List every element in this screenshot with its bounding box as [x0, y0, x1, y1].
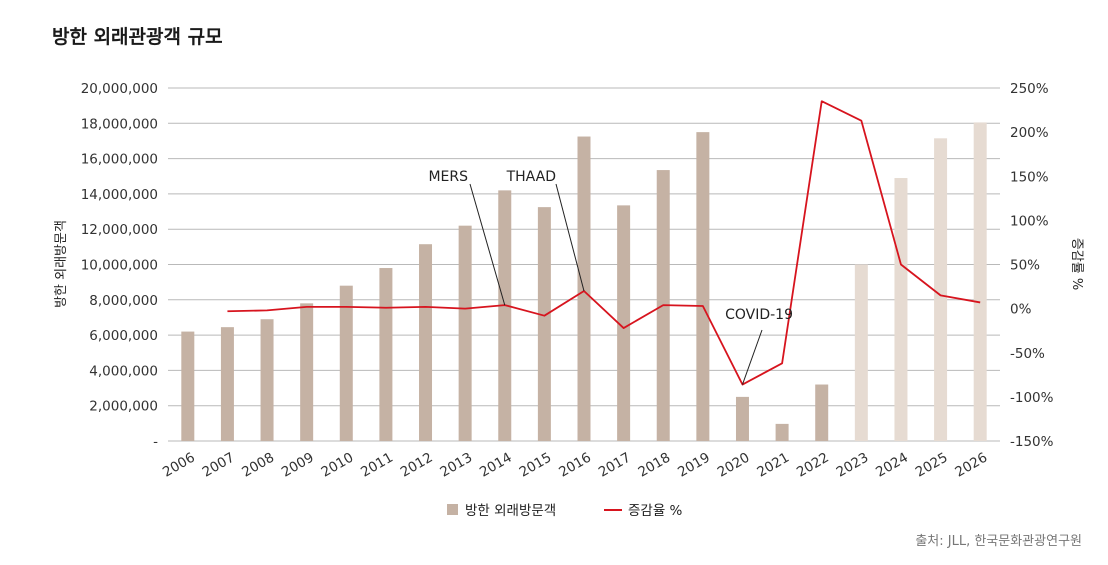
y-right-tick-label: 150% [1010, 169, 1049, 185]
y-tick-label: 6,000,000 [89, 328, 158, 344]
y-tick-label: 4,000,000 [89, 363, 158, 379]
legend-bar-label: 방한 외래방문객 [465, 503, 556, 519]
bar [815, 384, 829, 441]
x-tick-label: 2018 [635, 450, 673, 481]
rate-line [227, 100, 981, 386]
chart-title: 방한 외래관광객 규모 [52, 26, 223, 48]
chart: MERS THAAD COVID-19 - 2,000,000 4,000,000 6,0… [54, 81, 1084, 519]
source-note: 출처: JLL, 한국문화관광연구원 [915, 534, 1082, 549]
x-tick-label: 2006 [160, 450, 198, 481]
y-tick-label: 20,000,000 [81, 81, 158, 97]
bar [300, 303, 314, 441]
x-tick-label: 2026 [952, 450, 990, 481]
y-tick-label: 16,000,000 [81, 152, 158, 168]
y-axis-right: -150% -100% -50% 0% 50% 100% 150% 200% 250% [1010, 81, 1054, 450]
x-tick-label: 2021 [754, 450, 792, 481]
annotation-leader [742, 329, 763, 385]
x-tick-label: 2016 [556, 450, 594, 481]
x-tick-label: 2024 [873, 450, 911, 481]
bar [498, 190, 512, 441]
bar [537, 207, 551, 441]
legend-line-label: 증감율 % [628, 503, 683, 519]
x-tick-label: 2015 [517, 450, 555, 481]
y-tick-label: - [153, 434, 158, 450]
bar [220, 327, 234, 441]
bar [973, 122, 987, 441]
y-tick-label: 8,000,000 [89, 293, 158, 309]
y-right-tick-label: 100% [1010, 213, 1049, 229]
y-axis-left: - 2,000,000 4,000,000 6,000,000 8,000,000 10,… [81, 81, 158, 450]
x-tick-label: 2014 [477, 450, 515, 481]
annotation-leader [555, 183, 585, 292]
x-tick-label: 2020 [715, 450, 753, 481]
bar [775, 423, 789, 441]
bar [735, 396, 749, 441]
y-right-tick-label: 0% [1010, 302, 1032, 318]
y-right-axis-label: 증감률 % [1069, 238, 1084, 290]
y-tick-label: 10,000,000 [81, 258, 158, 274]
y-right-tick-label: -150% [1010, 434, 1054, 450]
axis-labels: 방한 외래방문객 증감률 % [54, 220, 1084, 308]
bar [458, 225, 472, 441]
x-tick-label: 2008 [239, 450, 277, 481]
y-right-tick-label: -50% [1010, 346, 1045, 362]
x-tick-label: 2013 [437, 450, 475, 481]
x-tick-label: 2017 [596, 450, 634, 481]
annotation-label: COVID-19 [725, 307, 793, 323]
legend-bar-swatch [447, 504, 458, 515]
annotation-leader [469, 183, 506, 306]
annotation-label: THAAD [506, 169, 556, 185]
bar [854, 264, 868, 441]
y-right-tick-label: 200% [1010, 125, 1049, 141]
y-axis-label: 방한 외래방문객 [54, 220, 69, 308]
y-tick-label: 14,000,000 [81, 187, 158, 203]
bar [181, 331, 195, 441]
x-tick-label: 2011 [358, 450, 396, 481]
rate-line-group [227, 100, 981, 386]
x-tick-label: 2019 [675, 450, 713, 481]
x-tick-label: 2010 [319, 450, 357, 481]
x-axis: 2006 2007 2008 2009 2010 2011 2012 2013 2014 2015… [160, 450, 990, 481]
y-tick-label: 18,000,000 [81, 116, 158, 132]
bar [260, 319, 274, 441]
bar [696, 132, 710, 441]
annotation-label: MERS [428, 169, 468, 185]
y-right-tick-label: 50% [1010, 258, 1040, 274]
legend: 방한 외래방문객 증감율 % [447, 503, 683, 519]
bar [339, 285, 353, 441]
bar [894, 178, 908, 441]
y-right-tick-label: -100% [1010, 390, 1054, 406]
bar [577, 136, 591, 441]
bar [617, 205, 631, 441]
bar [419, 244, 433, 441]
y-tick-label: 12,000,000 [81, 222, 158, 238]
x-tick-label: 2025 [913, 450, 951, 481]
bars [181, 122, 987, 442]
x-tick-label: 2012 [398, 450, 436, 481]
y-tick-label: 2,000,000 [89, 399, 158, 415]
bar [934, 138, 948, 442]
bar [379, 268, 393, 441]
x-tick-label: 2007 [200, 450, 238, 481]
x-tick-label: 2023 [834, 450, 872, 481]
x-tick-label: 2009 [279, 450, 317, 481]
y-right-tick-label: 250% [1010, 81, 1049, 97]
annotations: MERS THAAD COVID-19 [428, 169, 793, 385]
x-tick-label: 2022 [794, 450, 832, 481]
